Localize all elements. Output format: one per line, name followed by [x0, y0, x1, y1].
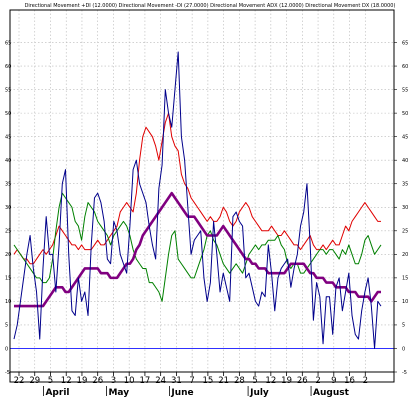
x-tick-label: 21	[218, 376, 229, 386]
y-tick-label-left: -5	[5, 370, 10, 376]
y-tick-label-right: 65	[402, 40, 408, 46]
y-tick-label-left: 40	[5, 158, 11, 164]
y-tick-label-right: 25	[402, 229, 408, 235]
y-tick-label-right: 0	[402, 346, 405, 352]
x-tick-label: 2	[315, 376, 320, 386]
chart-title: Directional Movement +DI (12.0000) Direc…	[25, 3, 396, 9]
y-tick-label-left: 35	[5, 182, 11, 188]
y-tick-label-left: 50	[5, 111, 11, 117]
y-tick-label-right: 40	[402, 158, 408, 164]
y-tick-label-left: 60	[5, 64, 11, 70]
x-tick-label: 19	[77, 376, 88, 386]
y-tick-label-left: 0	[5, 346, 8, 352]
month-label: May	[108, 388, 129, 398]
x-tick-label: 16	[344, 376, 355, 386]
x-tick-label: 9	[331, 376, 336, 386]
y-tick-label-left: 55	[5, 87, 11, 93]
month-label: July	[249, 388, 269, 398]
x-tick-label: 7	[189, 376, 194, 386]
x-tick-label: 12	[265, 376, 276, 386]
x-tick-label: 17	[140, 376, 151, 386]
y-tick-label-right: 10	[402, 299, 408, 305]
x-tick-label: 5	[252, 376, 257, 386]
y-tick-label-left: 15	[5, 276, 11, 282]
grid-layer	[10, 10, 394, 373]
x-tick-layer: 22 29 5 12 19 26 3 10 17 24 31 7 15 21 28 5 12 19 26 2 9 16 2	[14, 372, 368, 386]
x-tick-label: 26	[297, 376, 308, 386]
y-tick-label-left: 5	[5, 323, 8, 329]
series-layer	[13, 51, 382, 349]
y-tick-label-right: 35	[402, 182, 408, 188]
y-tick-label-left: 30	[5, 205, 11, 211]
month-label: August	[313, 388, 350, 398]
y-tick-label-right: 60	[402, 64, 408, 70]
y-tick-label-right: 15	[402, 276, 408, 282]
x-tick-label: 29	[29, 376, 40, 386]
y-tick-label-right: 50	[402, 111, 408, 117]
y-tick-label-left: 25	[5, 229, 11, 235]
y-tick-label-right: 20	[402, 252, 408, 258]
series-line-3	[14, 191, 381, 308]
x-tick-label: 26	[92, 376, 103, 386]
x-tick-label: 24	[155, 376, 166, 386]
y-tick-label-left: 10	[5, 299, 11, 305]
x-tick-label: 10	[124, 376, 135, 386]
x-tick-label: 22	[14, 376, 25, 386]
x-tick-label: 5	[48, 376, 53, 386]
x-tick-label: 3	[111, 376, 116, 386]
month-label-layer: April May June July August	[43, 386, 350, 398]
x-tick-label: 2	[363, 376, 368, 386]
month-label: June	[170, 388, 193, 398]
y-tick-label-right: 5	[402, 323, 405, 329]
y-tick-label-left: 45	[5, 134, 11, 140]
x-tick-label: 31	[171, 376, 182, 386]
y-tick-label-right: -5	[402, 370, 407, 376]
y-tick-label-left: 20	[5, 252, 11, 258]
y-tick-label-left: 65	[5, 40, 11, 46]
month-label: April	[45, 388, 69, 398]
x-tick-label: 19	[281, 376, 292, 386]
y-tick-label-right: 45	[402, 134, 408, 140]
x-tick-label: 12	[61, 376, 72, 386]
x-tick-label: 15	[202, 376, 213, 386]
x-tick-label: 28	[234, 376, 245, 386]
y-tick-label-right: 55	[402, 87, 408, 93]
series-line-4	[13, 51, 382, 349]
y-tick-label-right: 30	[402, 205, 408, 211]
plot-frame	[9, 9, 395, 383]
series-line-2	[13, 192, 382, 302]
